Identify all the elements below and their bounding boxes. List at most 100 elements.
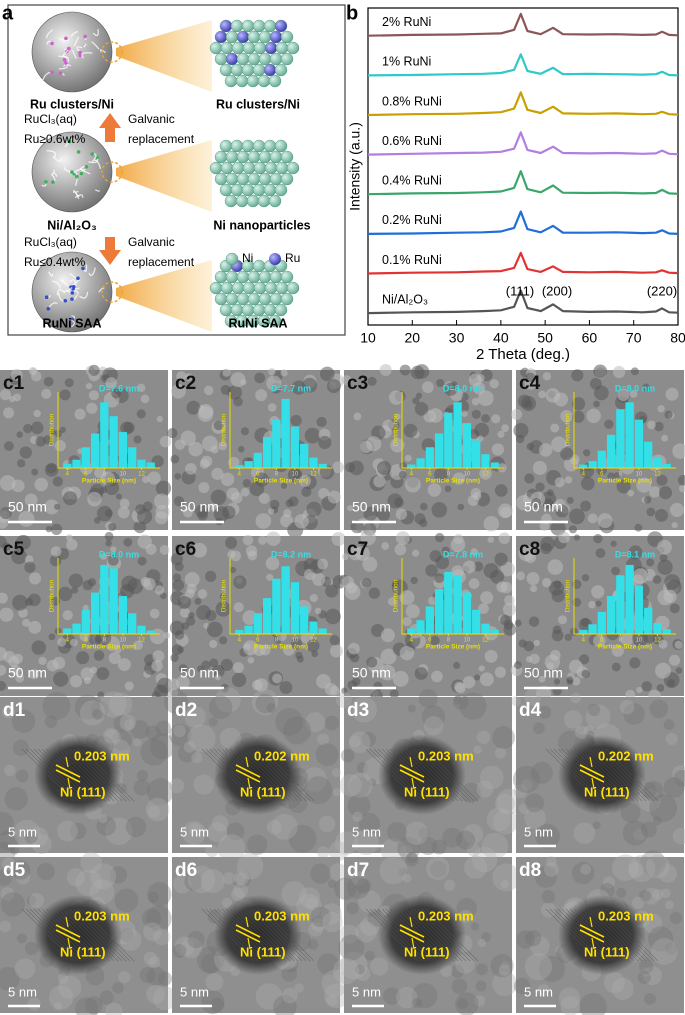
lattice-fringe bbox=[53, 748, 107, 802]
texture bbox=[318, 815, 336, 833]
texture bbox=[632, 568, 649, 584]
texture bbox=[57, 637, 67, 647]
step-text: Galvanic bbox=[128, 235, 175, 249]
texture bbox=[12, 653, 23, 664]
cluster-dot bbox=[90, 152, 94, 156]
texture bbox=[514, 619, 522, 627]
texture bbox=[232, 869, 251, 889]
scale-label: 50 nm bbox=[8, 665, 47, 681]
texture bbox=[560, 996, 581, 1015]
xrd-line bbox=[367, 91, 679, 117]
hist-bar bbox=[434, 589, 444, 634]
atom bbox=[241, 303, 255, 317]
texture bbox=[539, 443, 553, 457]
texture bbox=[148, 956, 161, 969]
atom bbox=[242, 281, 256, 295]
mean-size: D=7.6 nm bbox=[99, 383, 139, 393]
hist-tick-label: 12 bbox=[482, 472, 489, 478]
texture bbox=[348, 772, 373, 798]
atom bbox=[230, 303, 244, 317]
texture bbox=[502, 602, 517, 617]
panel-label: c4 bbox=[519, 373, 541, 394]
spacing-arrow bbox=[409, 756, 413, 768]
atom bbox=[220, 281, 234, 295]
hist-y-label: Distribution bbox=[49, 413, 56, 446]
texture bbox=[0, 475, 16, 491]
texture bbox=[419, 518, 428, 528]
texture bbox=[93, 517, 101, 524]
lattice-fringe bbox=[397, 748, 451, 802]
texture bbox=[171, 384, 186, 399]
texture bbox=[457, 998, 468, 1010]
plane-label: Ni (111) bbox=[60, 944, 106, 959]
hist-bar bbox=[290, 582, 300, 634]
texture bbox=[329, 644, 343, 658]
texture bbox=[481, 932, 491, 943]
texture bbox=[215, 601, 231, 617]
texture bbox=[491, 443, 505, 456]
texture bbox=[0, 664, 7, 676]
texture bbox=[210, 445, 219, 454]
texture bbox=[410, 576, 418, 585]
hist-tick-label: 8 bbox=[103, 472, 107, 478]
lattice-fringe bbox=[65, 748, 119, 802]
lattice-fringe bbox=[425, 748, 479, 802]
hist-bar bbox=[63, 463, 72, 468]
atom bbox=[224, 74, 238, 88]
texture bbox=[255, 693, 276, 714]
texture bbox=[304, 427, 321, 444]
texture bbox=[407, 704, 416, 713]
y-axis-label: Intensity (a.u.) bbox=[347, 122, 363, 211]
cluster-dot bbox=[62, 57, 67, 62]
panel-label: c3 bbox=[347, 373, 368, 394]
step-text: replacement bbox=[128, 132, 195, 146]
texture bbox=[425, 564, 438, 577]
texture bbox=[580, 617, 590, 627]
texture bbox=[641, 967, 651, 977]
texture bbox=[351, 677, 361, 686]
atom bbox=[219, 19, 233, 33]
texture bbox=[66, 538, 78, 551]
texture bbox=[349, 776, 370, 797]
texture bbox=[483, 515, 500, 532]
texture bbox=[405, 604, 420, 619]
texture bbox=[347, 505, 354, 512]
texture bbox=[574, 725, 589, 739]
texture bbox=[534, 865, 557, 888]
texture bbox=[674, 640, 683, 650]
texture bbox=[516, 930, 535, 949]
texture bbox=[269, 499, 280, 510]
atom bbox=[225, 270, 239, 284]
hist-tick-label: 6 bbox=[600, 638, 604, 644]
texture bbox=[377, 460, 392, 476]
texture bbox=[97, 691, 105, 699]
texture bbox=[211, 467, 224, 480]
texture bbox=[104, 729, 121, 746]
texture bbox=[145, 905, 172, 932]
texture bbox=[74, 694, 100, 720]
texture bbox=[147, 471, 161, 485]
spacing-arrow bbox=[245, 756, 249, 768]
texture bbox=[334, 877, 357, 900]
texture bbox=[168, 678, 180, 690]
texture bbox=[178, 664, 188, 673]
cluster-dot bbox=[81, 266, 85, 271]
texture bbox=[613, 472, 620, 479]
texture bbox=[658, 864, 677, 883]
texture bbox=[133, 779, 150, 796]
texture bbox=[111, 388, 122, 399]
texture bbox=[644, 496, 652, 504]
texture bbox=[599, 882, 615, 898]
atom bbox=[225, 172, 239, 186]
hist-bar bbox=[235, 465, 244, 468]
texture bbox=[399, 645, 415, 661]
lattice-fringe bbox=[601, 748, 655, 802]
texture bbox=[667, 678, 676, 688]
scale-label: 5 nm bbox=[8, 824, 37, 839]
scale-label: 50 nm bbox=[352, 499, 391, 515]
texture bbox=[398, 868, 408, 877]
texture bbox=[491, 414, 501, 424]
texture bbox=[24, 830, 38, 844]
texture bbox=[348, 731, 371, 754]
texture bbox=[347, 794, 371, 817]
